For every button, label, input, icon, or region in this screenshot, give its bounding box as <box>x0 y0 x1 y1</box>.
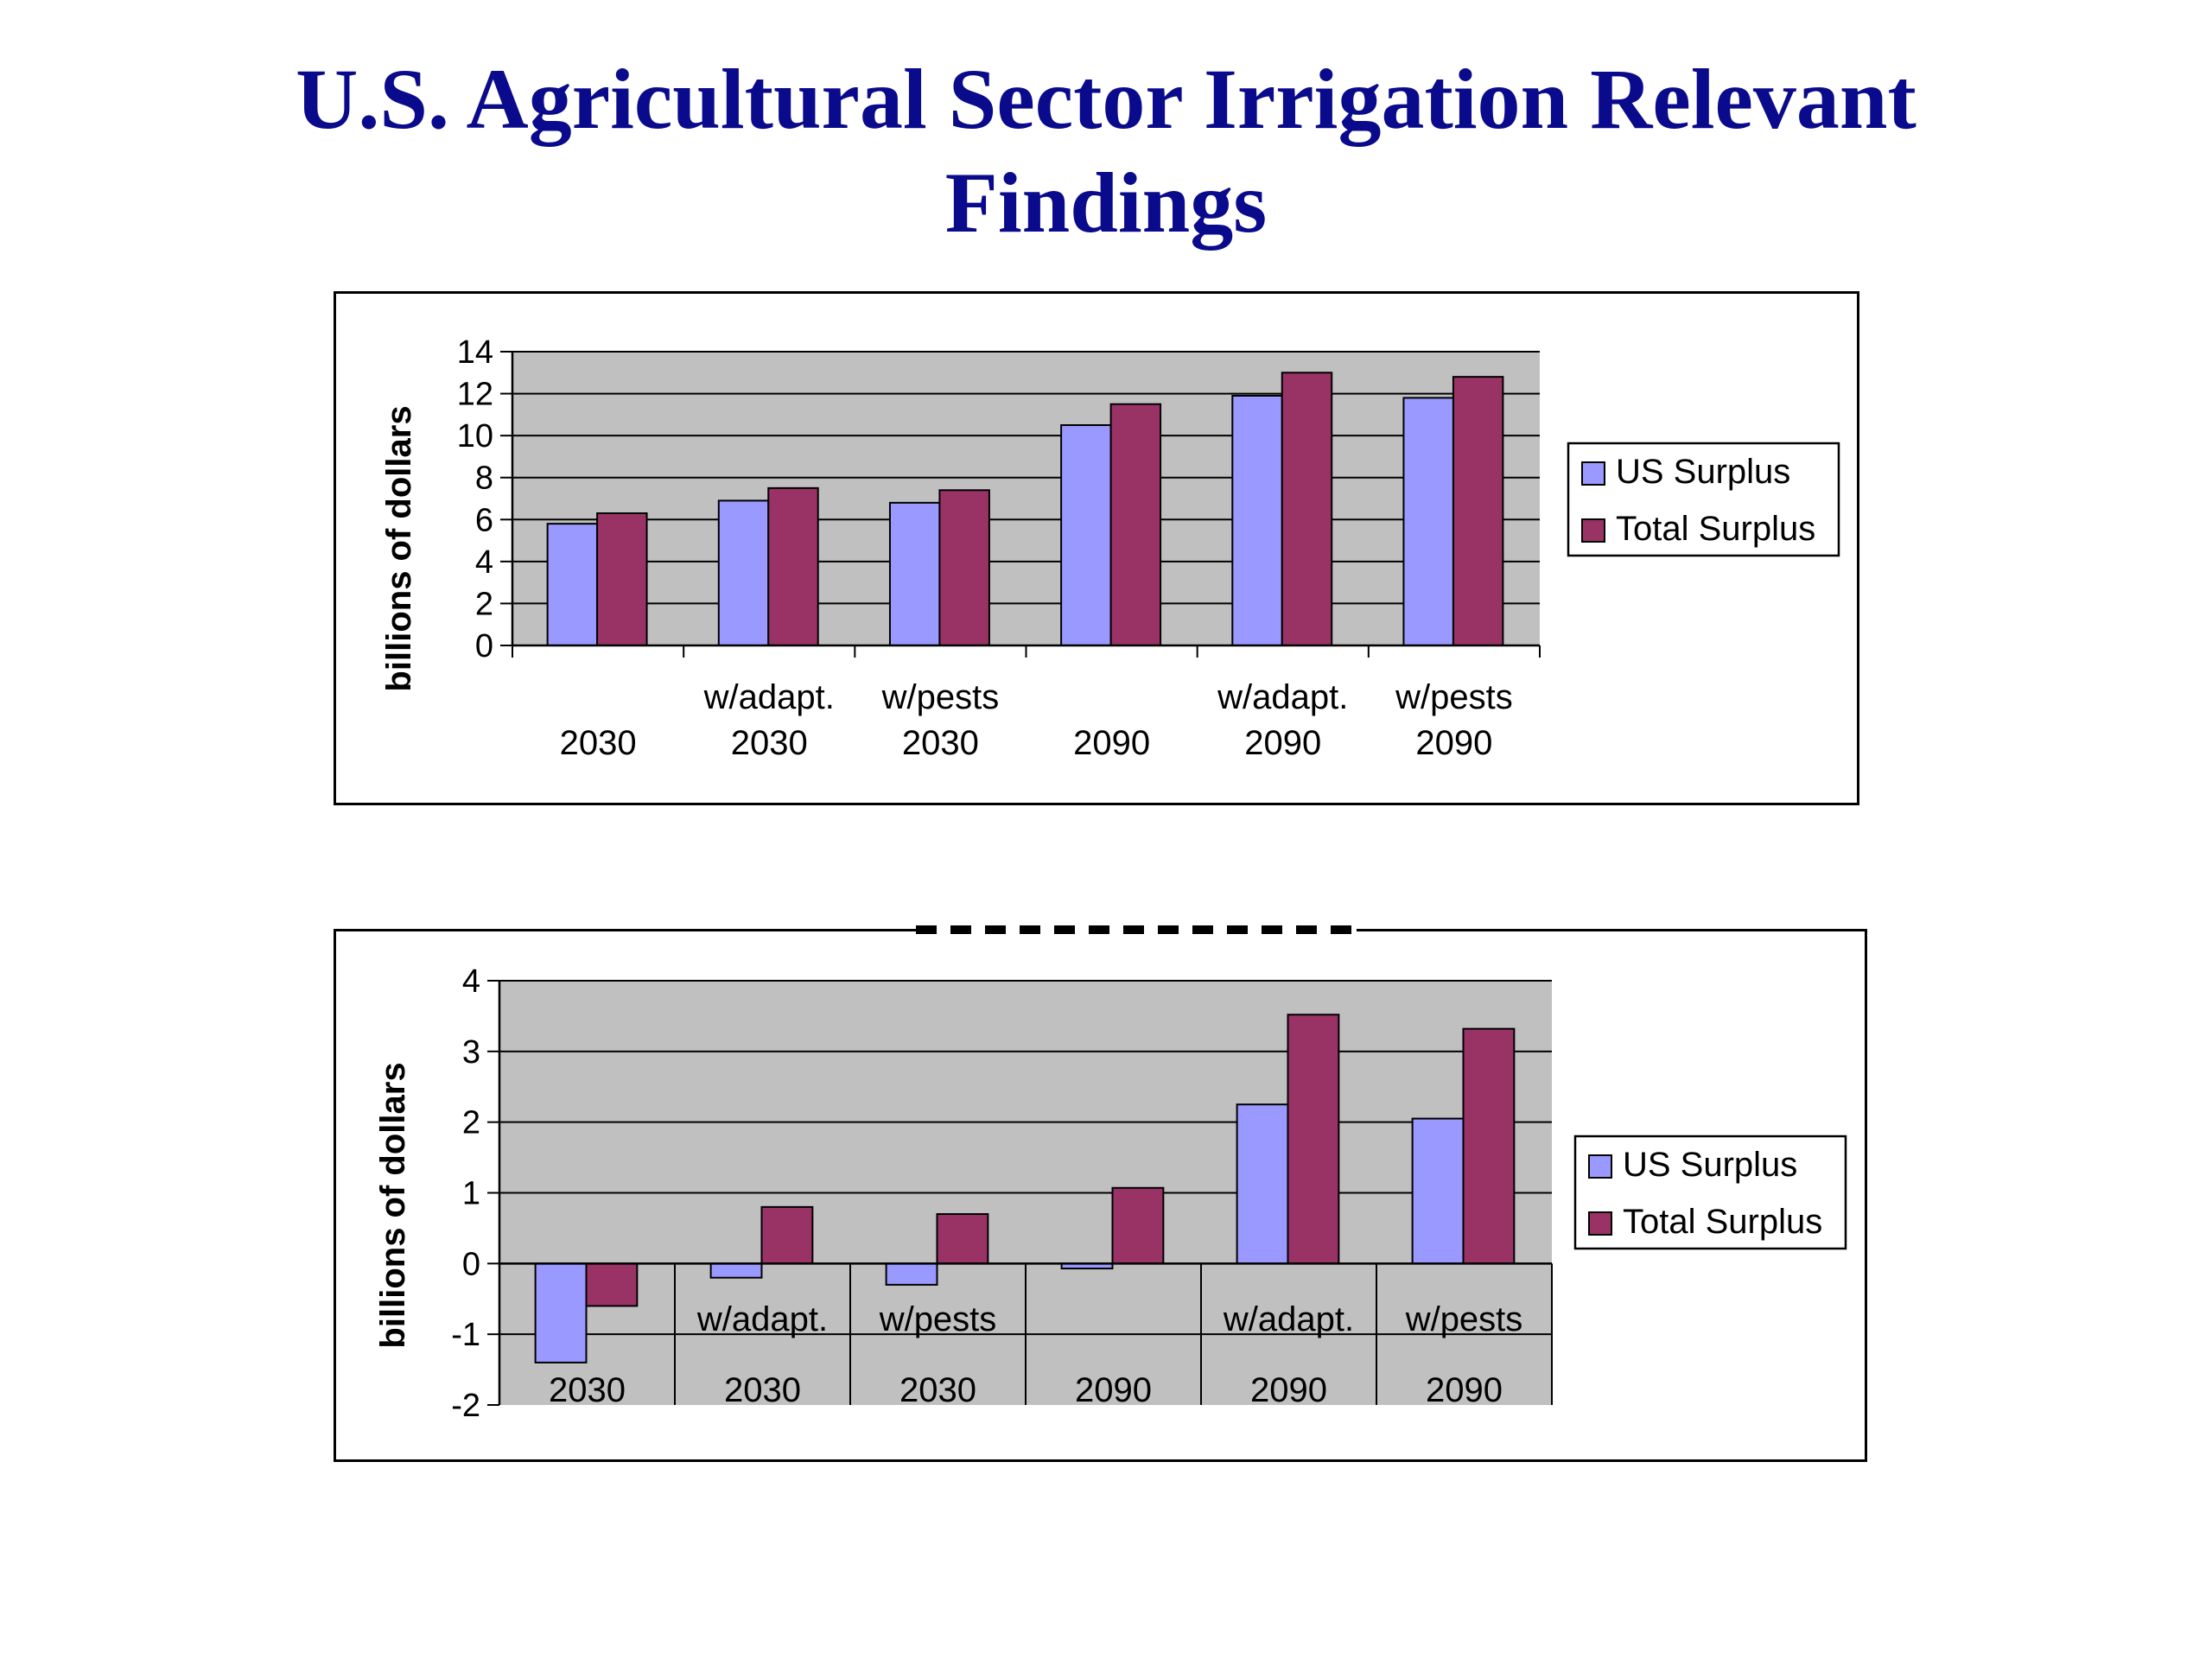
legend-swatch-us-surplus <box>1588 1154 1612 1179</box>
bar-total-surplus <box>938 489 990 646</box>
y-tick-label: 0 <box>475 628 493 664</box>
category-label: 2090 <box>1075 1371 1152 1409</box>
category-label: w/pests <box>1405 1300 1523 1338</box>
category-label: 2090 <box>1415 724 1492 762</box>
bar-total-surplus <box>1109 403 1162 646</box>
category-label: 2030 <box>731 724 808 762</box>
y-tick-label: 6 <box>475 502 493 538</box>
plot-area <box>512 352 1540 645</box>
y-axis-title: billions of dollars <box>374 1062 412 1348</box>
legend-swatch-us-surplus <box>1581 461 1605 486</box>
category-label: 2030 <box>899 1371 976 1409</box>
category-label: w/adapt. <box>696 1300 828 1338</box>
category-label: w/pests <box>879 1300 997 1338</box>
bar-us-surplus <box>1236 1103 1289 1265</box>
bar-total-surplus <box>767 486 819 646</box>
legend-box <box>1567 442 1840 557</box>
legend-label: Total Surplus <box>1623 1203 1822 1241</box>
page-title-line-1: U.S. Agricultural Sector Irrigation Rele… <box>296 51 1916 147</box>
page-title: U.S. Agricultural Sector Irrigation Rele… <box>0 48 2212 255</box>
category-label: 2090 <box>1244 724 1321 762</box>
legend-label: US Surplus <box>1616 453 1790 491</box>
bar-us-surplus <box>546 523 599 647</box>
legend-label: US Surplus <box>1623 1146 1797 1184</box>
bar-us-surplus <box>1060 424 1112 646</box>
category-label: w/adapt. <box>1217 678 1348 716</box>
category-label: 2090 <box>1250 1371 1327 1409</box>
page-title-line-2: Findings <box>944 155 1268 251</box>
y-tick-label: 10 <box>457 418 493 454</box>
dashed-divider <box>916 925 1357 934</box>
bar-total-surplus <box>1287 1014 1340 1265</box>
y-tick-label: 8 <box>475 461 493 497</box>
legend-swatch-total-surplus <box>1581 518 1605 543</box>
category-label: w/adapt. <box>1223 1300 1354 1338</box>
bar-us-surplus <box>709 1262 763 1279</box>
category-label: 2090 <box>1426 1371 1503 1409</box>
bar-total-surplus <box>936 1213 989 1265</box>
y-tick-label: 14 <box>457 334 493 371</box>
category-label: 2030 <box>724 1371 801 1409</box>
bar-us-surplus <box>885 1262 938 1286</box>
y-tick-label: 4 <box>462 963 480 1000</box>
y-tick-label: 2 <box>462 1105 480 1141</box>
category-label: w/adapt. <box>703 678 835 716</box>
category-label: 2030 <box>549 1371 626 1409</box>
y-tick-label: 12 <box>457 377 493 413</box>
y-axis-title: billions of dollars <box>380 405 418 691</box>
y-tick-label: 2 <box>475 586 493 622</box>
bar-total-surplus <box>1111 1186 1165 1265</box>
legend-swatch-total-surplus <box>1588 1211 1612 1236</box>
category-label: w/pests <box>1395 678 1513 716</box>
bar-total-surplus <box>585 1262 639 1307</box>
bar-us-surplus <box>1411 1117 1465 1265</box>
bar-total-surplus <box>1462 1027 1516 1265</box>
y-tick-label: -2 <box>451 1388 480 1424</box>
y-tick-label: -1 <box>451 1317 480 1353</box>
category-label: 2030 <box>560 724 637 762</box>
legend-label: Total Surplus <box>1616 510 1815 548</box>
category-label: 2090 <box>1073 724 1150 762</box>
category-label: w/pests <box>881 678 1000 716</box>
y-tick-label: 0 <box>462 1246 480 1282</box>
y-tick-label: 1 <box>462 1176 480 1212</box>
bar-us-surplus <box>534 1262 588 1363</box>
y-tick-label: 3 <box>462 1034 480 1071</box>
legend-box <box>1573 1135 1847 1250</box>
category-label: 2030 <box>902 724 979 762</box>
bar-total-surplus <box>760 1205 814 1265</box>
y-tick-label: 4 <box>475 544 493 581</box>
